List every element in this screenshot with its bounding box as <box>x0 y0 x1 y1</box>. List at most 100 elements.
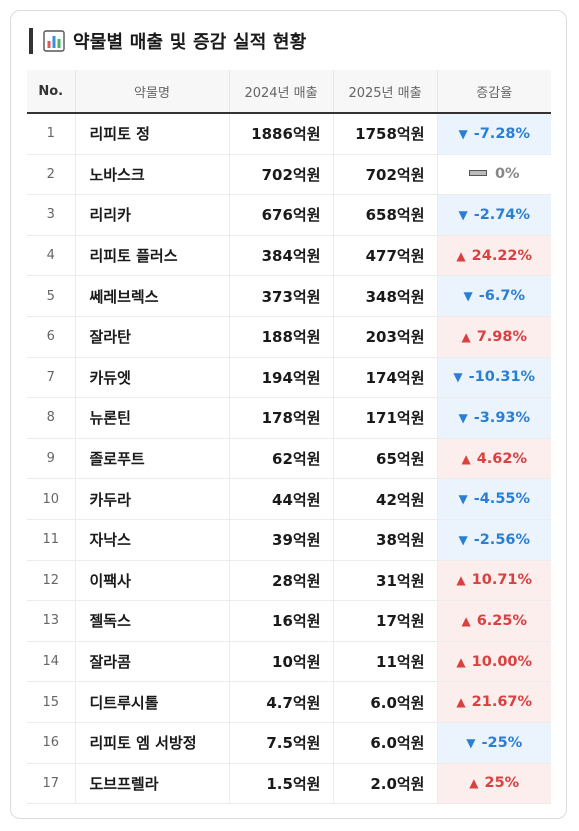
row-number: 14 <box>27 641 76 683</box>
change-value: -7.28% <box>473 125 531 142</box>
sales-2025: 477억원 <box>333 235 438 277</box>
sales-2024: 39억원 <box>229 519 334 561</box>
table-row: 10 카두라 44억원 42억원 ▼ -4.55% <box>27 478 551 520</box>
sales-2024: 1.5억원 <box>229 763 334 805</box>
change-value: -10.31% <box>468 369 536 386</box>
col-header-no: No. <box>27 70 76 114</box>
sales-2025: 658억원 <box>333 194 438 236</box>
change-value: 25% <box>484 775 520 792</box>
row-number: 13 <box>27 600 76 642</box>
row-number: 15 <box>27 681 76 723</box>
change-value: -3.93% <box>473 409 531 426</box>
triangle-up-icon: ▲ <box>461 451 471 466</box>
page-title: 약물별 매출 및 증감 실적 현황 <box>73 32 307 53</box>
sales-2024: 44억원 <box>229 478 334 520</box>
table-row: 5 쎄레브렉스 373억원 348억원 ▼ -6.7% <box>27 275 551 317</box>
change-value: 6.25% <box>476 612 528 629</box>
report-card: 약물별 매출 및 증감 실적 현황 No. 약물명 2024년 매출 2025년… <box>10 10 567 819</box>
row-number: 16 <box>27 722 76 764</box>
table-row: 7 카듀엣 194억원 174억원 ▼ -10.31% <box>27 357 551 399</box>
triangle-down-icon: ▼ <box>458 532 468 547</box>
drug-name: 쎄레브렉스 <box>75 275 230 317</box>
drug-name: 졸로푸트 <box>75 438 230 480</box>
change-rate: ▲ 21.67% <box>437 681 551 723</box>
drug-name: 리피토 엠 서방정 <box>75 722 230 764</box>
change-rate: ▲ 7.98% <box>437 316 551 358</box>
change-rate: ▼ -2.56% <box>437 519 551 561</box>
row-number: 4 <box>27 235 76 277</box>
change-value: -2.56% <box>473 531 531 548</box>
drug-name: 리피토 정 <box>75 113 230 155</box>
row-number: 3 <box>27 194 76 236</box>
change-value: -6.7% <box>478 288 525 305</box>
row-number: 17 <box>27 763 76 805</box>
table-row: 1 리피토 정 1886억원 1758억원 ▼ -7.28% <box>27 113 551 155</box>
drug-name: 도브프렐라 <box>75 763 230 805</box>
table-row: 16 리피토 엠 서방정 7.5억원 6.0억원 ▼ -25% <box>27 722 551 764</box>
drug-name: 자낙스 <box>75 519 230 561</box>
col-header-2024: 2024년 매출 <box>229 70 334 114</box>
table-row: 6 잘라탄 188억원 203억원 ▲ 7.98% <box>27 316 551 358</box>
table-row: 17 도브프렐라 1.5억원 2.0억원 ▲ 25% <box>27 763 551 805</box>
change-rate: ▲ 4.62% <box>437 438 551 480</box>
drug-name: 잘라탄 <box>75 316 230 358</box>
sales-2024: 676억원 <box>229 194 334 236</box>
change-rate: ▲ 10.00% <box>437 641 551 683</box>
change-rate: ▼ -6.7% <box>437 275 551 317</box>
sales-2024: 62억원 <box>229 438 334 480</box>
sales-2024: 178억원 <box>229 397 334 439</box>
sales-2025: 348억원 <box>333 275 438 317</box>
triangle-down-icon: ▼ <box>458 492 468 507</box>
change-value: 24.22% <box>471 247 533 264</box>
table-row: 4 리피토 플러스 384억원 477억원 ▲ 24.22% <box>27 235 551 277</box>
sales-2025: 174억원 <box>333 357 438 399</box>
sales-2025: 203억원 <box>333 316 438 358</box>
sales-2025: 6.0억원 <box>333 722 438 764</box>
change-value: 10.00% <box>471 653 533 670</box>
sales-2024: 373억원 <box>229 275 334 317</box>
change-value: 0% <box>494 166 520 183</box>
table-row: 9 졸로푸트 62억원 65억원 ▲ 4.62% <box>27 438 551 480</box>
sales-2024: 1886억원 <box>229 113 334 155</box>
drug-name: 디트루시톨 <box>75 681 230 723</box>
flat-bar-icon <box>468 170 487 177</box>
sales-2024: 194억원 <box>229 357 334 399</box>
triangle-up-icon: ▲ <box>456 573 466 588</box>
table-row: 15 디트루시톨 4.7억원 6.0억원 ▲ 21.67% <box>27 681 551 723</box>
triangle-down-icon: ▼ <box>458 410 468 425</box>
change-rate: ▼ -2.74% <box>437 194 551 236</box>
bar-chart-icon <box>43 30 65 52</box>
table-row: 12 이팩사 28억원 31억원 ▲ 10.71% <box>27 560 551 602</box>
sales-2025: 11억원 <box>333 641 438 683</box>
row-number: 9 <box>27 438 76 480</box>
table-row: 2 노바스크 702억원 702억원 0% <box>27 154 551 196</box>
change-rate: ▲ 25% <box>437 763 551 805</box>
sales-2025: 6.0억원 <box>333 681 438 723</box>
row-number: 12 <box>27 560 76 602</box>
sales-2025: 42억원 <box>333 478 438 520</box>
triangle-down-icon: ▼ <box>458 126 468 141</box>
table-header-row: No. 약물명 2024년 매출 2025년 매출 증감율 <box>27 70 551 114</box>
drug-name: 리리카 <box>75 194 230 236</box>
change-rate: ▼ -7.28% <box>437 113 551 155</box>
triangle-up-icon: ▲ <box>461 329 471 344</box>
change-rate: ▲ 24.22% <box>437 235 551 277</box>
triangle-up-icon: ▲ <box>456 695 466 710</box>
drug-name: 노바스크 <box>75 154 230 196</box>
drug-name: 카두라 <box>75 478 230 520</box>
sales-2024: 16억원 <box>229 600 334 642</box>
triangle-up-icon: ▲ <box>456 654 466 669</box>
change-value: -25% <box>481 734 523 751</box>
triangle-up-icon: ▲ <box>461 613 471 628</box>
change-rate: ▲ 6.25% <box>437 600 551 642</box>
table-row: 11 자낙스 39억원 38억원 ▼ -2.56% <box>27 519 551 561</box>
row-number: 6 <box>27 316 76 358</box>
sales-2025: 702억원 <box>333 154 438 196</box>
change-value: 10.71% <box>471 572 533 589</box>
triangle-down-icon: ▼ <box>458 207 468 222</box>
triangle-down-icon: ▼ <box>453 370 463 385</box>
sales-2025: 17억원 <box>333 600 438 642</box>
change-rate: ▼ -3.93% <box>437 397 551 439</box>
sales-2025: 1758억원 <box>333 113 438 155</box>
change-rate: ▲ 10.71% <box>437 560 551 602</box>
